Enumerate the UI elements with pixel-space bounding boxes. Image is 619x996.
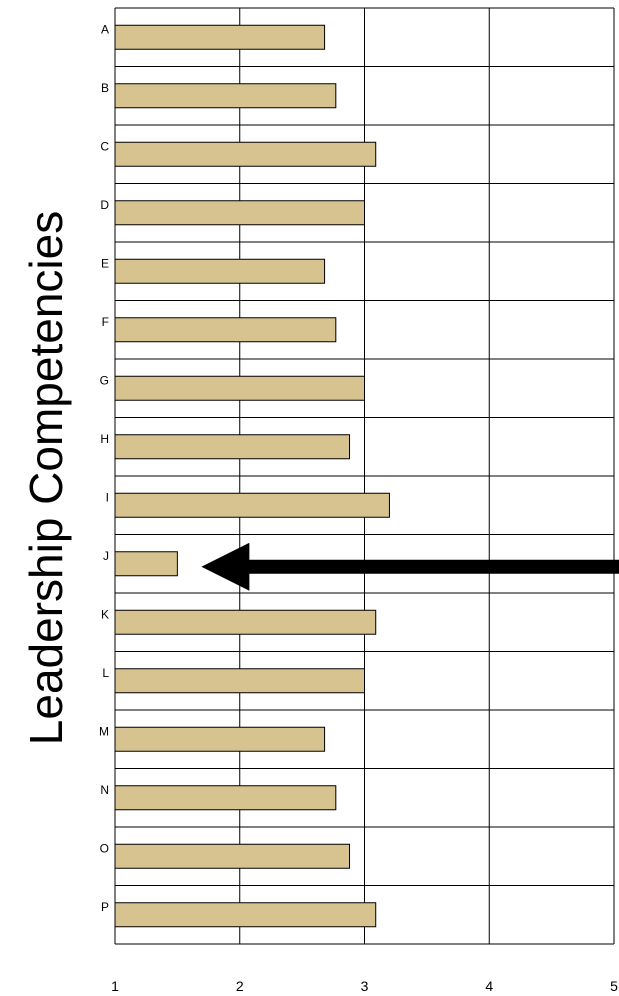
category-label-i: I xyxy=(106,490,109,504)
x-tick-label: 4 xyxy=(485,978,493,994)
arrow-head xyxy=(201,542,250,591)
category-label-f: F xyxy=(102,315,109,329)
bar-d xyxy=(114,200,365,226)
x-tick-label: 2 xyxy=(236,978,244,994)
bar-f xyxy=(114,317,337,343)
bar-g xyxy=(114,375,365,401)
category-label-n: N xyxy=(100,783,109,797)
category-label-d: D xyxy=(100,198,109,212)
highlight-arrow xyxy=(201,542,619,591)
category-labels: A B C D E F G H I J K L M N O P xyxy=(99,22,109,914)
bar-o xyxy=(114,843,351,869)
x-tick-label: 3 xyxy=(361,978,369,994)
category-label-k: K xyxy=(101,607,109,621)
category-label-h: H xyxy=(100,432,109,446)
category-label-b: B xyxy=(101,81,109,95)
category-label-j: J xyxy=(103,549,109,563)
x-tick-label: 5 xyxy=(610,978,618,994)
x-tick-labels: 1 2 3 4 5 xyxy=(111,978,618,994)
bar-e xyxy=(114,258,326,284)
bar-j xyxy=(114,551,178,577)
category-label-o: O xyxy=(100,841,109,855)
category-label-a: A xyxy=(101,22,109,36)
x-tick-label: 1 xyxy=(111,978,119,994)
bar-i xyxy=(114,492,390,518)
arrow-shaft xyxy=(246,559,619,574)
bar-m xyxy=(114,726,326,752)
bar-c xyxy=(114,141,377,167)
bar-l xyxy=(114,668,365,694)
bar-a xyxy=(114,24,326,50)
category-label-e: E xyxy=(101,256,109,270)
bar-n xyxy=(114,785,337,811)
category-label-l: L xyxy=(102,666,109,680)
bar-b xyxy=(114,83,337,109)
bar-p xyxy=(114,902,377,928)
category-label-m: M xyxy=(99,724,109,738)
category-label-g: G xyxy=(100,373,109,387)
bar-h xyxy=(114,434,351,460)
category-label-p: P xyxy=(101,900,109,914)
chart-grid xyxy=(114,7,615,945)
bar-k xyxy=(114,609,377,635)
category-label-c: C xyxy=(100,139,109,153)
y-axis-label: Leadership Competencies xyxy=(20,211,72,745)
bar-series xyxy=(114,24,390,928)
